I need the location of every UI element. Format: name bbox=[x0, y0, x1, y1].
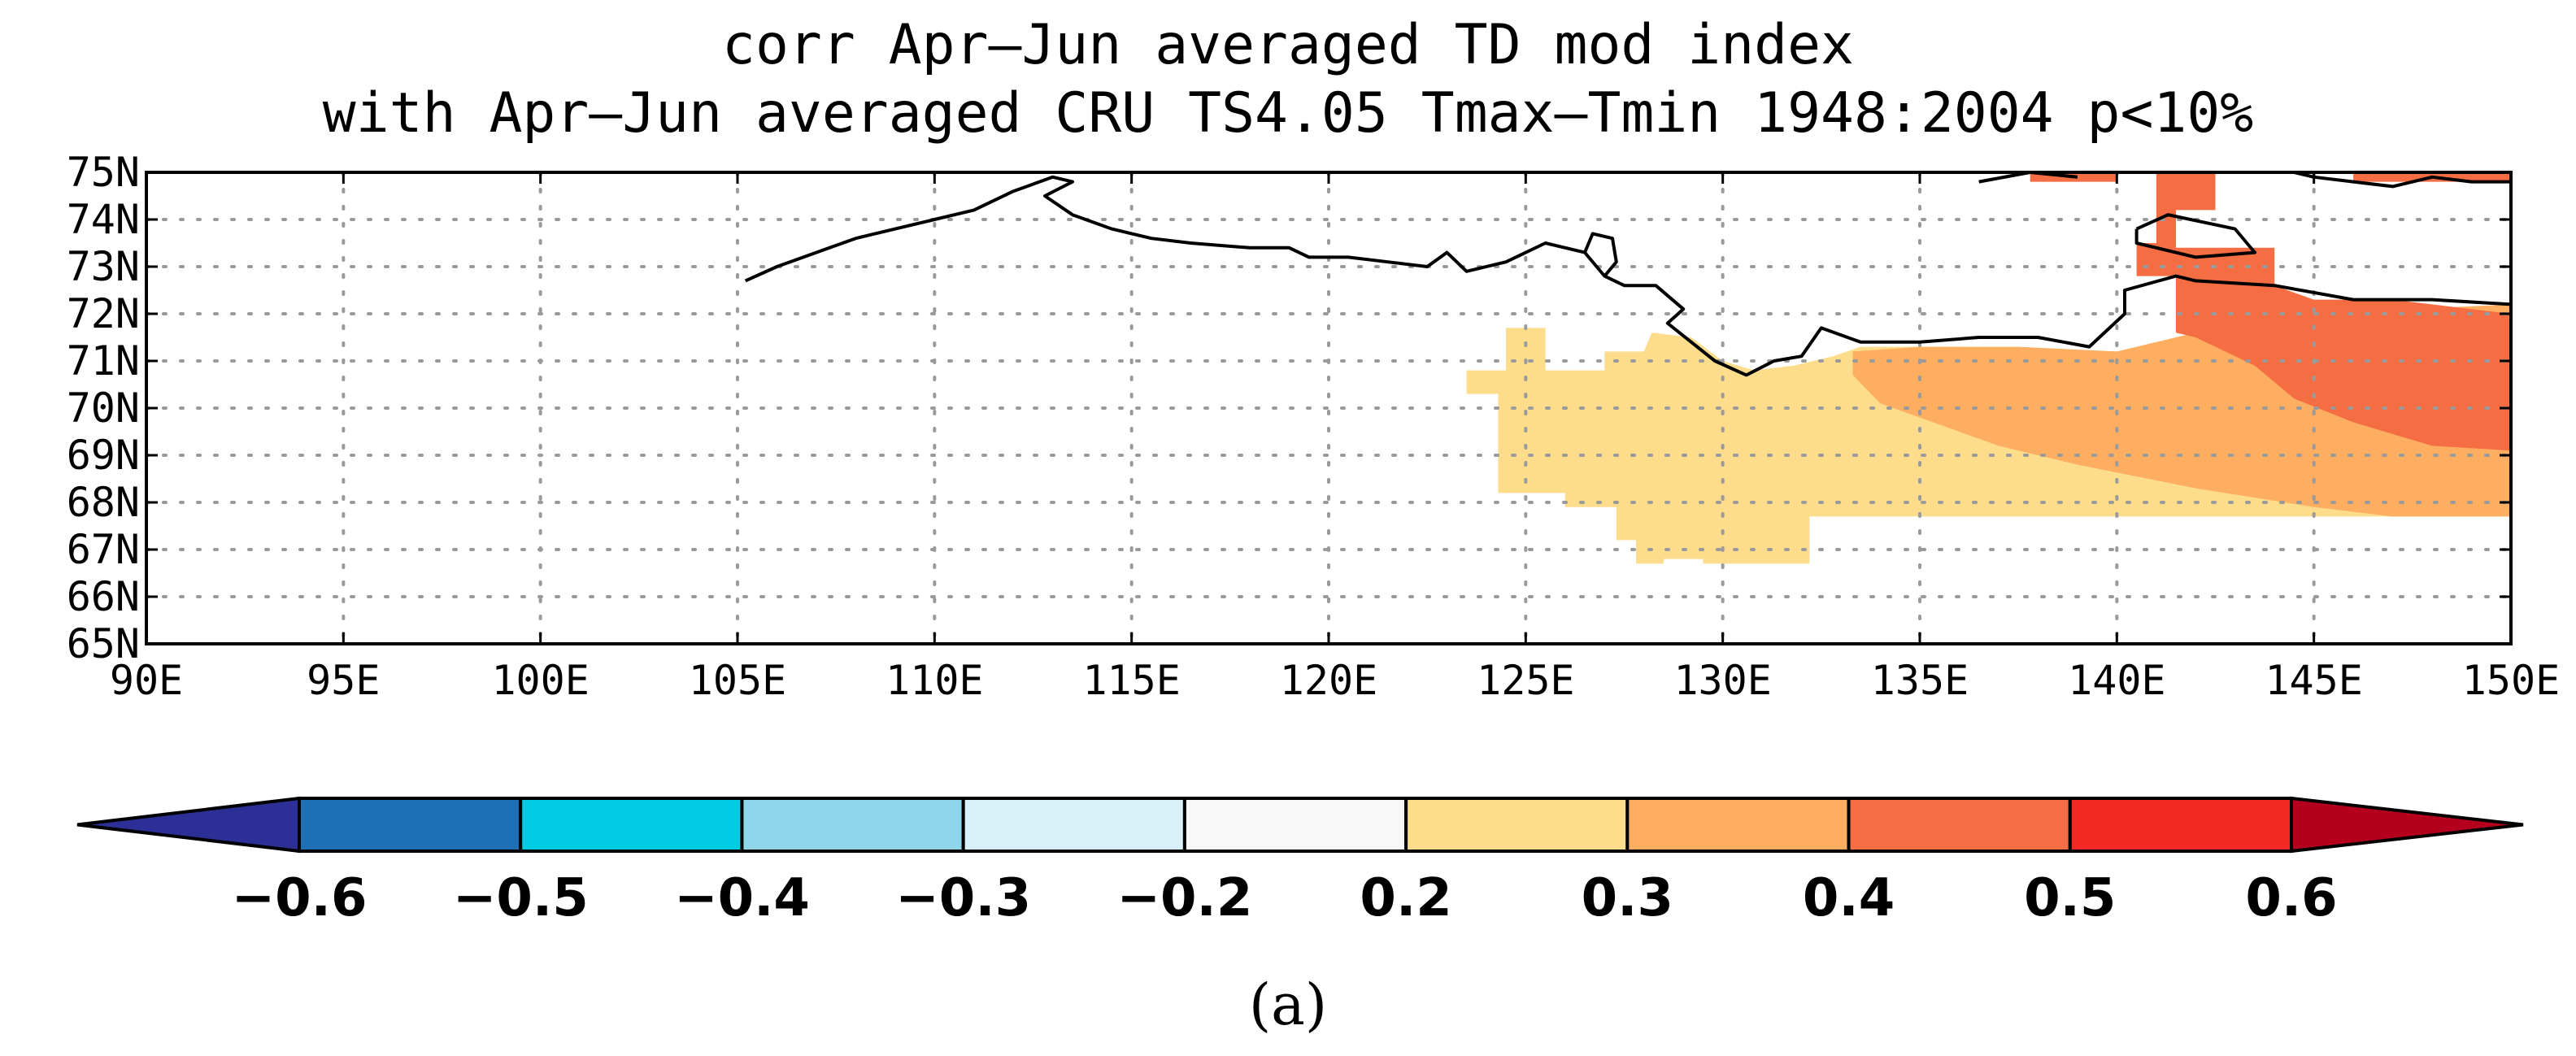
colorbar-segment bbox=[519, 797, 744, 853]
colorbar-label: −0.3 bbox=[895, 868, 1031, 928]
coastline-0 bbox=[744, 175, 2511, 377]
longitude-labels: 90E 95E 100E 105E 110E 115E 120E 125E 130E 135E 14… bbox=[110, 657, 2560, 704]
correlation-fill-layer bbox=[1466, 172, 2511, 564]
colorbar-segments bbox=[76, 796, 2524, 854]
lat-tick-label: 73N bbox=[67, 243, 140, 290]
colorbar-label: 0.3 bbox=[1582, 868, 1673, 928]
lat-tick-label: 74N bbox=[67, 196, 140, 243]
colorbar-label: 0.4 bbox=[1803, 868, 1895, 928]
coastline-layer bbox=[744, 172, 2511, 377]
lat-tick-label: 72N bbox=[67, 290, 140, 337]
colorbar-label: −0.6 bbox=[232, 868, 368, 928]
map-plot: 90E 95E 100E 105E 110E 115E 120E 125E 130E 135E 14… bbox=[67, 149, 2561, 704]
panel-label: (a) bbox=[1249, 971, 1327, 1038]
lon-tick-label: 140E bbox=[2068, 657, 2165, 704]
lon-tick-label: 130E bbox=[1673, 657, 1771, 704]
lat-tick-label: 75N bbox=[67, 149, 140, 196]
colorbar-segment bbox=[1847, 797, 2072, 853]
lat-tick-label: 70N bbox=[67, 385, 140, 432]
colorbar: −0.6 −0.5 −0.4 −0.3 −0.2 0.2 0.3 0.4 0.5 0.6 bbox=[76, 796, 2524, 928]
lon-tick-label: 110E bbox=[886, 657, 983, 704]
colorbar-label: 0.6 bbox=[2245, 868, 2337, 928]
lat-tick-label: 67N bbox=[67, 526, 140, 573]
lat-tick-label: 69N bbox=[67, 432, 140, 479]
colorbar-low-triangle bbox=[76, 796, 301, 854]
lat-tick-label: 66N bbox=[67, 573, 140, 620]
lon-tick-label: 135E bbox=[1871, 657, 1969, 704]
colorbar-segment bbox=[2068, 797, 2294, 853]
coastline-2 bbox=[2134, 213, 2256, 259]
lat-tick-label: 68N bbox=[67, 479, 140, 526]
colorbar-label: 0.5 bbox=[2024, 868, 2116, 928]
lon-tick-label: 115E bbox=[1082, 657, 1180, 704]
colorbar-label: −0.4 bbox=[674, 868, 810, 928]
colorbar-label: 0.2 bbox=[1360, 868, 1451, 928]
colorbar-high-triangle bbox=[2290, 796, 2524, 854]
colorbar-segment bbox=[1625, 797, 1851, 853]
lon-tick-label: 90E bbox=[110, 657, 183, 704]
map-gridlines bbox=[145, 171, 2513, 645]
lon-tick-label: 145E bbox=[2265, 657, 2362, 704]
map-tick-marks bbox=[145, 171, 2513, 645]
correlation-region-2 bbox=[2136, 172, 2511, 451]
coastline-3 bbox=[2293, 172, 2511, 189]
colorbar-segment bbox=[740, 797, 965, 853]
figure-title-line-1: corr Apr–Jun averaged TD mod index bbox=[722, 13, 1854, 77]
lon-tick-label: 150E bbox=[2462, 657, 2560, 704]
colorbar-segment bbox=[298, 797, 523, 853]
lon-tick-label: 120E bbox=[1280, 657, 1377, 704]
lon-tick-label: 100E bbox=[491, 657, 589, 704]
coastline-1 bbox=[1583, 232, 1618, 277]
colorbar-segment bbox=[1182, 797, 1408, 853]
coastline-4 bbox=[1978, 172, 2078, 184]
colorbar-segment bbox=[1404, 797, 1630, 853]
lon-tick-label: 95E bbox=[307, 657, 380, 704]
lat-tick-label: 71N bbox=[67, 337, 140, 385]
figure-title-line-2: with Apr–Jun averaged CRU TS4.05 Tmax–Tm… bbox=[323, 81, 2254, 146]
lat-tick-label: 65N bbox=[67, 620, 140, 667]
colorbar-label: −0.5 bbox=[453, 868, 589, 928]
lon-tick-label: 125E bbox=[1477, 657, 1574, 704]
colorbar-label: −0.2 bbox=[1116, 868, 1252, 928]
colorbar-labels: −0.6 −0.5 −0.4 −0.3 −0.2 0.2 0.3 0.4 0.5 0.6 bbox=[232, 868, 2338, 928]
colorbar-segment bbox=[961, 797, 1186, 853]
lon-tick-label: 105E bbox=[689, 657, 786, 704]
